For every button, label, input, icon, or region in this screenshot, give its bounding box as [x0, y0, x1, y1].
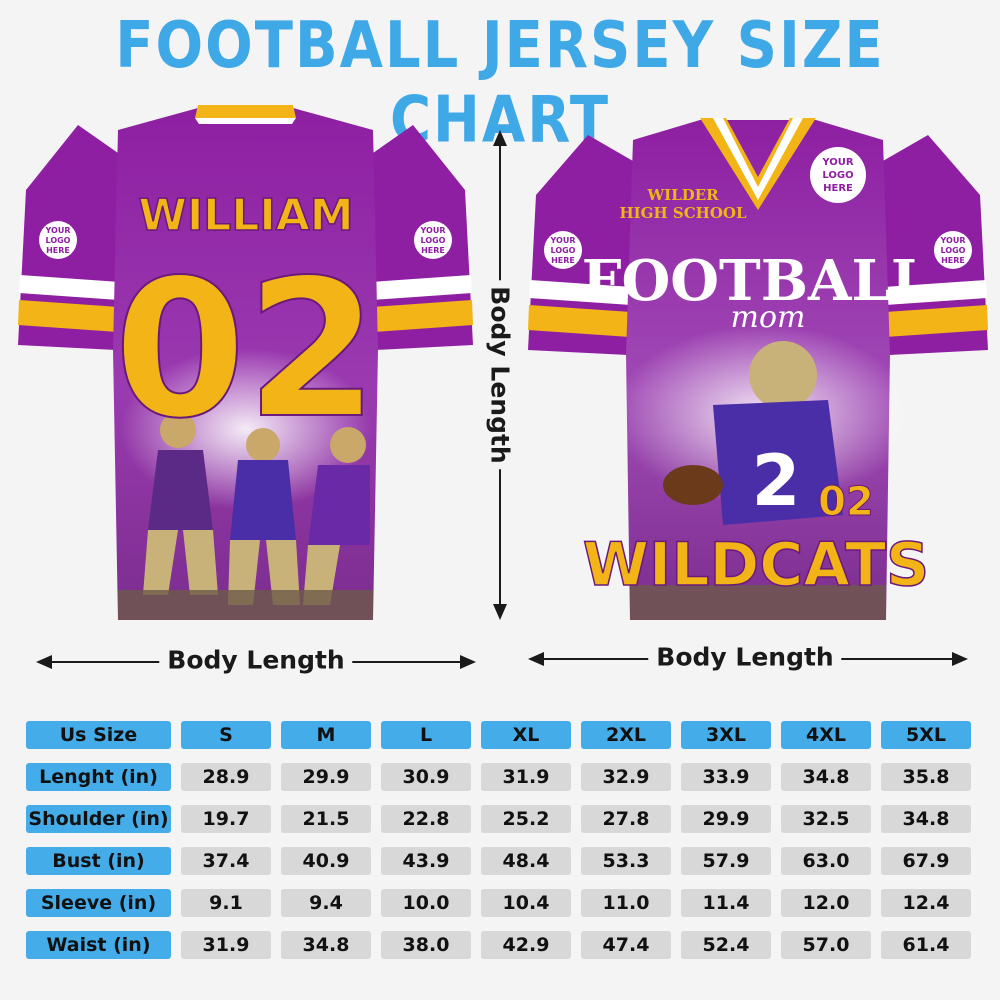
table-cell: 12.0 — [781, 889, 871, 917]
table-cell: 33.9 — [681, 763, 771, 791]
front-sleeve-logo-right-line3: HERE — [941, 256, 965, 265]
table-cell: 11.4 — [681, 889, 771, 917]
front-sleeve-logo-right-line2: LOGO — [941, 246, 966, 255]
table-cell: 35.8 — [881, 763, 971, 791]
table-cell: 63.0 — [781, 847, 871, 875]
back-sleeve-logo-left-line1: YOUR — [45, 226, 71, 235]
back-sleeve-logo-right-line2: LOGO — [421, 236, 446, 245]
size-header-3xl: 3XL — [681, 721, 771, 749]
table-cell: 21.5 — [281, 805, 371, 833]
jersey-front-number: 02 — [818, 479, 874, 525]
table-cell: 11.0 — [581, 889, 671, 917]
jersey-back-name: WILLIAM — [138, 190, 353, 241]
table-cell: 37.4 — [181, 847, 271, 875]
table-cell: 25.2 — [481, 805, 571, 833]
jersey-back-image: WILLIAM 02 YOUR LOGO HERE YOUR LOGO HERE — [18, 100, 473, 630]
table-cell: 19.7 — [181, 805, 271, 833]
size-header-5xl: 5XL — [881, 721, 971, 749]
table-cell: 40.9 — [281, 847, 371, 875]
back-sleeve-logo-right-line3: HERE — [421, 246, 445, 255]
table-cell: 9.4 — [281, 889, 371, 917]
table-cell: 34.8 — [881, 805, 971, 833]
table-cell: 28.9 — [181, 763, 271, 791]
table-cell: 43.9 — [381, 847, 471, 875]
row-label-bust: Bust (in) — [26, 847, 171, 875]
table-cell: 34.8 — [281, 931, 371, 959]
row-label-waist: Waist (in) — [26, 931, 171, 959]
body-length-left-label: Body Length — [159, 645, 353, 675]
table-cell: 38.0 — [381, 931, 471, 959]
row-label-length: Lenght (in) — [26, 763, 171, 791]
table-cell: 48.4 — [481, 847, 571, 875]
table-cell: 32.9 — [581, 763, 671, 791]
table-cell: 30.9 — [381, 763, 471, 791]
jersey-back-number: 02 — [114, 239, 378, 460]
jersey-front-headline: FOOTBALL — [582, 248, 931, 314]
page-title: FOOTBALL JERSEY SIZE CHART — [115, 8, 885, 158]
table-cell: 12.4 — [881, 889, 971, 917]
front-sleeve-logo-left-line3: HERE — [551, 256, 575, 265]
table-cell: 67.9 — [881, 847, 971, 875]
size-header-s: S — [181, 721, 271, 749]
table-cell: 29.9 — [681, 805, 771, 833]
table-cell: 32.5 — [781, 805, 871, 833]
table-cell: 9.1 — [181, 889, 271, 917]
table-cell: 57.0 — [781, 931, 871, 959]
table-cell: 31.9 — [481, 763, 571, 791]
front-logo-line3: HERE — [823, 183, 853, 194]
front-sleeve-logo-left-line2: LOGO — [551, 246, 576, 255]
jersey-front-team: WILDCATS — [583, 530, 930, 600]
table-cell: 61.4 — [881, 931, 971, 959]
table-cell: 42.9 — [481, 931, 571, 959]
table-cell: 27.8 — [581, 805, 671, 833]
size-header-m: M — [281, 721, 371, 749]
back-sleeve-logo-right-line1: YOUR — [420, 226, 446, 235]
size-header-l: L — [381, 721, 471, 749]
table-cell: 22.8 — [381, 805, 471, 833]
jersey-back-graphic: WILLIAM 02 YOUR LOGO HERE YOUR LOGO HERE — [18, 105, 473, 620]
jersey-front-graphic: 2 WILDER HIGH SCHOOL YOUR LOGO HERE YOUR… — [528, 118, 988, 620]
size-header-2xl: 2XL — [581, 721, 671, 749]
table-cell: 34.8 — [781, 763, 871, 791]
size-chart-table: Us Size S M L XL 2XL 3XL 4XL 5XL Lenght … — [26, 721, 971, 959]
school-name-line2: HIGH SCHOOL — [619, 204, 746, 222]
table-cell: 29.9 — [281, 763, 371, 791]
row-label-sleeve: Sleeve (in) — [26, 889, 171, 917]
front-sleeve-logo-right-line1: YOUR — [940, 236, 966, 245]
body-length-vertical-label: Body Length — [485, 280, 515, 470]
row-label-shoulder: Shoulder (in) — [26, 805, 171, 833]
jersey-front-script: mom — [731, 300, 806, 335]
size-header-4xl: 4XL — [781, 721, 871, 749]
table-cell: 31.9 — [181, 931, 271, 959]
jersey-front-player-number: 2 — [752, 440, 801, 522]
front-logo-line1: YOUR — [821, 157, 854, 168]
back-sleeve-logo-left-line2: LOGO — [46, 236, 71, 245]
front-sleeve-logo-left-line1: YOUR — [550, 236, 576, 245]
table-cell: 10.4 — [481, 889, 571, 917]
back-sleeve-logo-left-line3: HERE — [46, 246, 70, 255]
size-header-xl: XL — [481, 721, 571, 749]
jersey-front-image: 2 WILDER HIGH SCHOOL YOUR LOGO HERE YOUR… — [528, 115, 988, 630]
table-cell: 10.0 — [381, 889, 471, 917]
front-logo-line2: LOGO — [822, 170, 853, 181]
table-cell: 53.3 — [581, 847, 671, 875]
body-length-right-label: Body Length — [648, 642, 842, 672]
table-cell: 52.4 — [681, 931, 771, 959]
table-cell: 47.4 — [581, 931, 671, 959]
size-header-label: Us Size — [26, 721, 171, 749]
table-cell: 57.9 — [681, 847, 771, 875]
school-name-line1: WILDER — [646, 186, 719, 204]
